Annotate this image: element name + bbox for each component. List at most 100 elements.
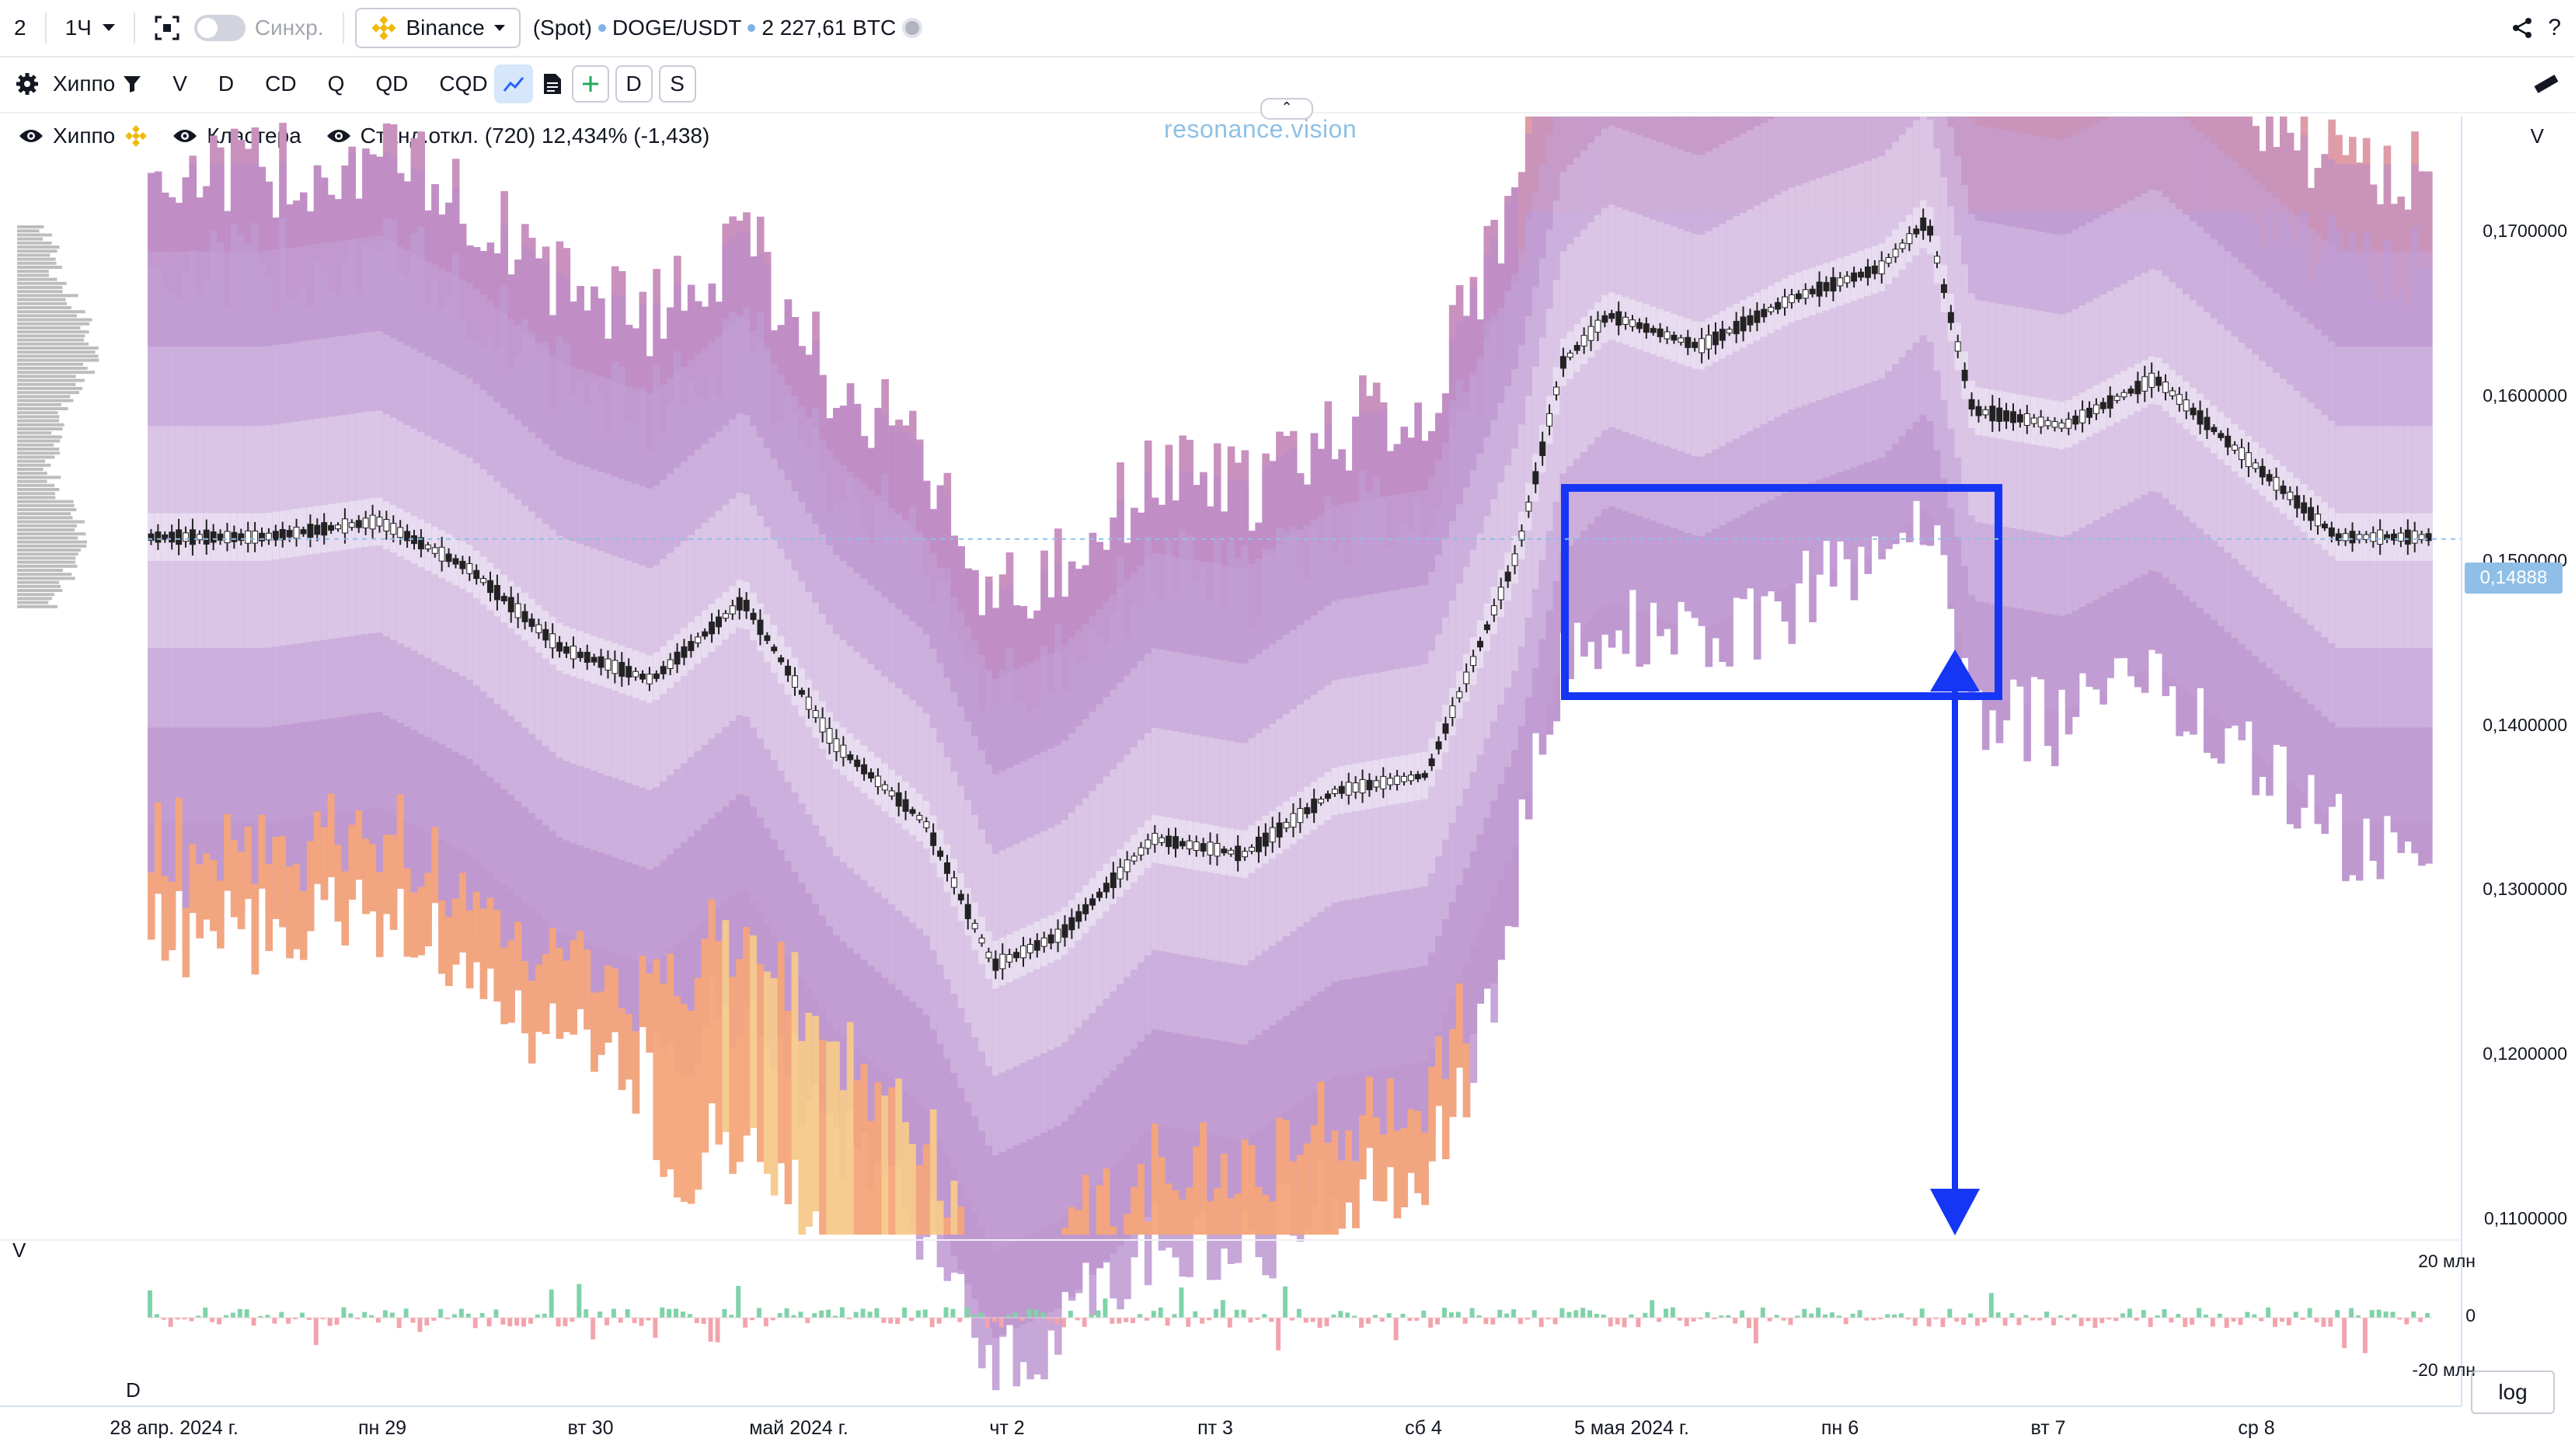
tool-qd[interactable]: QD bbox=[360, 64, 423, 103]
screenshot-button[interactable] bbox=[140, 0, 194, 56]
eye-icon[interactable] bbox=[172, 128, 197, 144]
volume-bar-sell bbox=[743, 1318, 748, 1328]
toggle-switch[interactable] bbox=[193, 15, 246, 41]
tool-d[interactable]: D bbox=[203, 64, 249, 103]
heatmap-cell bbox=[1144, 1221, 1152, 1235]
candle-body bbox=[272, 531, 279, 541]
candle-body bbox=[1380, 775, 1387, 789]
volume-bar-buy bbox=[1455, 1311, 1461, 1318]
candle-body bbox=[2280, 486, 2287, 494]
candle-body bbox=[1477, 640, 1483, 648]
heatmap-cell bbox=[535, 964, 543, 1033]
tool-q[interactable]: Q bbox=[312, 64, 361, 103]
profile-bar bbox=[17, 576, 75, 580]
eye-icon[interactable] bbox=[326, 128, 351, 144]
candle-body bbox=[826, 728, 833, 744]
layout-count-button[interactable]: 2 bbox=[0, 0, 40, 56]
add-button[interactable] bbox=[571, 65, 609, 103]
volume-bar-buy bbox=[1726, 1315, 1731, 1318]
settings-button[interactable] bbox=[0, 64, 47, 103]
candle-body bbox=[1456, 691, 1463, 698]
volume-bar-sell bbox=[1393, 1318, 1399, 1341]
interval-select[interactable]: 1Ч bbox=[51, 0, 129, 56]
volume-bar-buy bbox=[681, 1311, 685, 1318]
line-chart-button[interactable] bbox=[493, 64, 533, 103]
eye-icon[interactable] bbox=[19, 128, 44, 144]
candle-body bbox=[1532, 471, 1539, 485]
volume-bar-buy bbox=[1823, 1314, 1828, 1318]
volume-bar-sell bbox=[1200, 1318, 1205, 1324]
volume-bar-buy bbox=[1719, 1315, 1724, 1318]
heatmap-cell bbox=[1124, 1214, 1131, 1235]
candle-body bbox=[819, 717, 826, 733]
candle-body bbox=[716, 616, 722, 628]
ruler-icon bbox=[2534, 75, 2559, 93]
tool-cqd[interactable]: CQD bbox=[423, 64, 493, 103]
top-toolbar: 2 1Ч Синхр. Binance (Spot) DOGE/USDT 2 2… bbox=[0, 0, 2575, 57]
help-icon: ? bbox=[2548, 15, 2561, 40]
candle-body bbox=[916, 814, 923, 820]
volume-bar-sell bbox=[2259, 1318, 2264, 1322]
help-button[interactable]: ? bbox=[2548, 0, 2575, 56]
notes-button[interactable] bbox=[533, 64, 572, 103]
profile-bar bbox=[17, 604, 58, 608]
sync-toggle[interactable]: Синхр. bbox=[193, 0, 338, 56]
collapse-toolbar-button[interactable]: ⌃ bbox=[1260, 98, 1313, 120]
candle-body bbox=[286, 530, 293, 538]
share-button[interactable] bbox=[2497, 0, 2548, 56]
candle-body bbox=[259, 532, 265, 542]
candle-body bbox=[2218, 433, 2225, 438]
heatmap-cell bbox=[791, 952, 800, 1160]
tool-v[interactable]: V bbox=[157, 64, 203, 103]
d-button[interactable]: D bbox=[615, 65, 653, 103]
cluster-heatmap bbox=[148, 117, 2433, 1391]
candle-body bbox=[618, 662, 625, 677]
candle-body bbox=[1761, 308, 1768, 318]
volume-bar-sell bbox=[1871, 1318, 1876, 1321]
candle-body bbox=[2211, 427, 2218, 433]
candle-body bbox=[625, 666, 632, 678]
profile-bar bbox=[17, 350, 96, 354]
volume-bar-buy bbox=[978, 1312, 983, 1318]
candle-body bbox=[1020, 945, 1026, 959]
heatmap-cell bbox=[1241, 1139, 1249, 1235]
volume-bar-sell bbox=[2002, 1318, 2008, 1326]
profile-bar bbox=[17, 298, 66, 301]
volume-bar-sell bbox=[1545, 1318, 1551, 1320]
exchange-select[interactable]: Binance bbox=[354, 8, 521, 48]
profile-bar bbox=[17, 488, 60, 491]
candle-body bbox=[1913, 228, 1920, 235]
ruler-button[interactable] bbox=[2518, 64, 2575, 103]
volume-bar-sell bbox=[2106, 1318, 2112, 1320]
candle-body bbox=[2363, 534, 2370, 540]
heatmap-cell bbox=[1061, 1228, 1069, 1235]
heatmap-cell bbox=[279, 836, 287, 928]
indicator-select[interactable]: Хиппо bbox=[47, 64, 157, 103]
candle-body bbox=[688, 641, 695, 651]
candle-body bbox=[1629, 319, 1636, 327]
volume-bar-buy bbox=[1262, 1314, 1267, 1318]
cluster-chart[interactable] bbox=[0, 117, 2575, 1414]
tool-cd[interactable]: CD bbox=[249, 64, 312, 103]
heatmap-cell bbox=[1407, 1109, 1415, 1173]
volume-bar-sell bbox=[1767, 1318, 1772, 1322]
s-button[interactable]: S bbox=[658, 65, 696, 103]
candle-body bbox=[1075, 911, 1082, 922]
volume-bar-buy bbox=[1372, 1315, 1378, 1318]
candle-body bbox=[473, 570, 480, 580]
legend-hippo[interactable]: Хиппо bbox=[19, 124, 148, 148]
candle-body bbox=[203, 529, 210, 545]
volume-bar-sell bbox=[2113, 1318, 2119, 1322]
candle-body bbox=[1401, 775, 1407, 782]
profile-bar bbox=[17, 496, 56, 500]
log-scale-button[interactable]: log bbox=[2471, 1371, 2555, 1414]
exchange-label: Binance bbox=[406, 16, 485, 40]
profile-bar bbox=[17, 573, 72, 576]
volume-bar-sell bbox=[1324, 1318, 1329, 1326]
volume-bar-sell bbox=[1019, 1318, 1025, 1322]
profile-bar bbox=[17, 427, 63, 430]
volume-bar-buy bbox=[1442, 1308, 1447, 1318]
candle-body bbox=[1463, 671, 1470, 684]
heatmap-cell bbox=[1186, 1187, 1193, 1235]
symbol-info[interactable]: (Spot) DOGE/USDT 2 227,61 BTC bbox=[527, 0, 937, 56]
